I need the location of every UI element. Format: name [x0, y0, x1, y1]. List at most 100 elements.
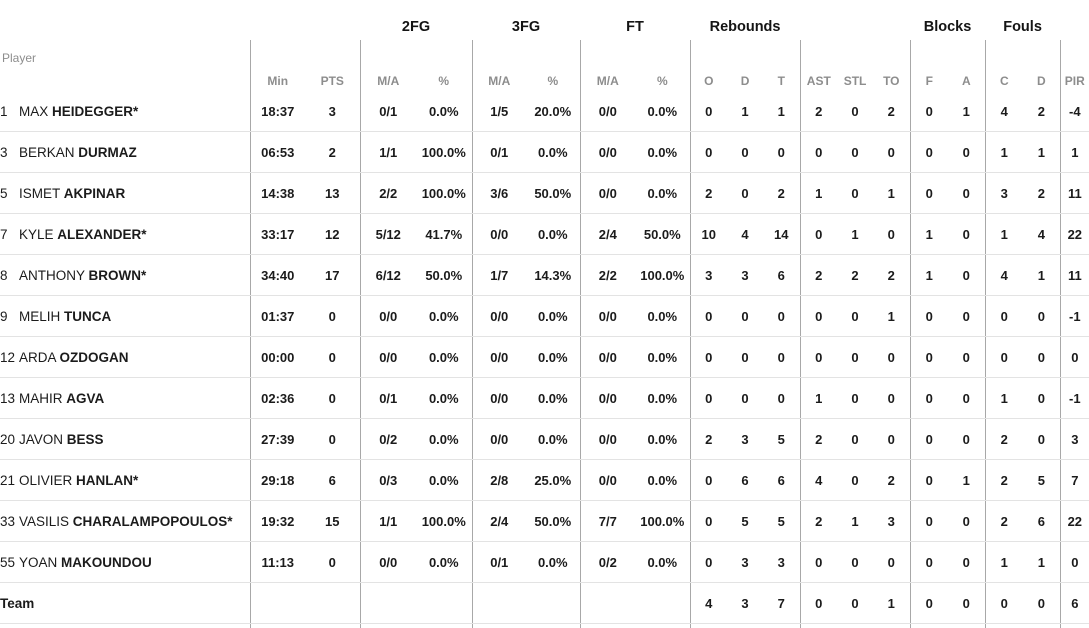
stat-cell-pir: 77	[1059, 623, 1089, 628]
stat-cell-fg2-ma: 0/0	[359, 336, 416, 378]
column-header-min: Min	[249, 40, 305, 91]
stat-cell-fg3-ma: 2/4	[471, 500, 527, 542]
stat-cell-stl: 0	[837, 131, 874, 173]
stat-cell-block-fv: 0	[909, 131, 949, 173]
stat-cell-block-fv: 2	[909, 623, 949, 628]
player-name-cell: 9 MELIH TUNCA	[0, 295, 250, 337]
stat-cell-stl: 0	[837, 541, 874, 583]
player-first-name: ARDA	[19, 349, 56, 365]
stat-cell-reb-t: 6	[763, 254, 801, 296]
column-header-ft-pct: %	[656, 74, 668, 88]
player-first-name: MELIH	[19, 308, 61, 324]
stat-cell-stl: 0	[837, 377, 874, 419]
stat-cell-ft-ma: 2/2	[579, 254, 636, 296]
stat-cell-reb-t: 3	[763, 541, 801, 583]
player-first-name: MAX	[19, 103, 49, 119]
stat-cell-min: 01:37	[249, 295, 305, 337]
player-row: 13 MAHIR AGVA 02:36 0 0/1 0.0% 0/0 0.0% 0/0 0.0% 0…	[0, 377, 1089, 419]
player-number: 13	[0, 390, 16, 406]
column-header-reb-d: D	[740, 74, 750, 88]
column-header-pts: PTS	[320, 74, 344, 88]
stat-cell-fg3-pct: 50.0%	[526, 500, 581, 542]
column-header-foul-dr: D	[1036, 74, 1046, 88]
stat-cell-min: 11:13	[249, 541, 305, 583]
stat-cell-block-ag: 0	[948, 172, 986, 214]
stat-cell-block-ag: 0	[948, 254, 986, 296]
stat-cell-pir: 1	[1059, 131, 1089, 173]
player-name-cell: 5 ISMET AKPINAR	[0, 172, 250, 214]
stat-cell-ft-pct: 100.0%	[635, 500, 691, 542]
stat-cell-foul-cm: 1	[984, 213, 1024, 255]
stat-cell-fg2-pct: 0.0%	[416, 91, 473, 132]
stat-cell-fg2-ma: 5/12	[359, 213, 416, 255]
stat-cell-fg2-pct: 0.0%	[416, 418, 473, 460]
stat-cell-fg3-pct: 0.0%	[526, 541, 581, 583]
player-number: 20	[0, 431, 16, 447]
stat-cell-ast: 2	[799, 418, 838, 460]
stat-cell-fg3-ma: 1/7	[471, 254, 527, 296]
stat-cell-fg2-ma: 0/1	[359, 377, 416, 419]
player-number: 33	[0, 513, 16, 529]
player-number: 8	[0, 267, 8, 283]
stat-cell-fg3-pct: 20.0%	[526, 91, 581, 132]
stat-cell-ast: 1	[799, 172, 838, 214]
stat-cell-pts	[305, 582, 360, 624]
group-header-row: 2FG 3FG FT Rebounds Blocks Fouls	[0, 0, 1089, 40]
stat-cell-reb-d: 3	[727, 418, 764, 460]
stat-cell-to: 0	[873, 541, 911, 583]
stat-cell-fg2-pct: 100.0%	[416, 500, 473, 542]
stat-cell-stl: 0	[837, 295, 874, 337]
stat-cell-reb-t: 6	[763, 459, 801, 501]
stat-cell-block-ag: 0	[948, 295, 986, 337]
player-row: 8 ANTHONY BROWN* 34:40 17 6/12 50.0% 1/7 14.3% 2…	[0, 254, 1089, 296]
stat-cell-fg2-ma: 0/0	[359, 295, 416, 337]
stat-cell-block-fv: 0	[909, 459, 949, 501]
stat-cell-fg3-ma: 0/0	[471, 418, 527, 460]
player-row: 1 MAX HEIDEGGER* 18:37 3 0/1 0.0% 1/5 20.0% 0/0 0…	[0, 91, 1089, 132]
stat-cell-foul-cm: 0	[984, 582, 1024, 624]
stat-cell-pts: 0	[305, 541, 360, 583]
stat-cell-foul-dr: 0	[1023, 336, 1061, 378]
stat-cell-ft-ma: 11/15	[579, 623, 636, 628]
group-header-spacer	[250, 0, 360, 40]
column-header-pir: PIR	[1059, 40, 1089, 91]
stat-cell-ast: 0	[799, 295, 838, 337]
stat-cell-reb-o: 10	[689, 213, 728, 255]
player-last-name: MAKOUNDOU	[61, 554, 152, 570]
total-row: Total200:006815/3542.9%9/3228.1%11/1573.…	[0, 623, 1089, 628]
stat-cell-stl: 0	[837, 582, 874, 624]
group-header-rebounds: Rebounds	[709, 19, 781, 35]
stat-cell-reb-o: 0	[689, 377, 728, 419]
stat-cell-pts: 2	[305, 131, 360, 173]
group-header-3fg: 3FG	[511, 19, 541, 35]
stat-cell-block-fv: 0	[909, 377, 949, 419]
stat-cell-reb-o: 4	[689, 582, 728, 624]
stat-cell-block-fv: 1	[909, 213, 949, 255]
player-first-name: OLIVIER	[19, 472, 73, 488]
stat-cell-reb-d: 5	[727, 500, 764, 542]
stat-cell-foul-cm: 4	[984, 91, 1024, 132]
stat-cell-min: 33:17	[249, 213, 305, 255]
player-first-name: KYLE	[19, 226, 54, 242]
stat-cell-stl: 1	[837, 500, 874, 542]
column-header-fg3-pct: %	[547, 74, 559, 88]
stat-cell-reb-d: 0	[727, 172, 764, 214]
column-header-fg3-ma: M/A	[471, 40, 527, 91]
player-last-name: OZDOGAN	[59, 349, 129, 365]
stat-cell-reb-d: 28	[727, 624, 763, 628]
player-name-cell: 13 MAHIR AGVA	[0, 377, 250, 419]
stat-cell-to: 0	[873, 336, 911, 378]
stat-cell-reb-t: 2	[763, 172, 801, 214]
column-header-player: Player	[2, 51, 37, 65]
stat-cell-reb-d: 1	[727, 91, 764, 132]
stat-cell-ft-ma: 0/0	[579, 418, 636, 460]
stat-cell-reb-d: 6	[727, 459, 764, 501]
stat-cell-to: 2	[873, 91, 911, 132]
stat-cell-fg3-pct: 0.0%	[526, 418, 581, 460]
stat-cell-pts: 0	[305, 336, 360, 378]
player-row: 21 OLIVIER HANLAN* 29:18 6 0/3 0.0% 2/8 25.0% 0/…	[0, 459, 1089, 501]
stat-cell-to: 0	[873, 213, 911, 255]
stat-cell-fg3-pct: 50.0%	[526, 172, 581, 214]
stat-cell-pir: -4	[1059, 91, 1089, 132]
